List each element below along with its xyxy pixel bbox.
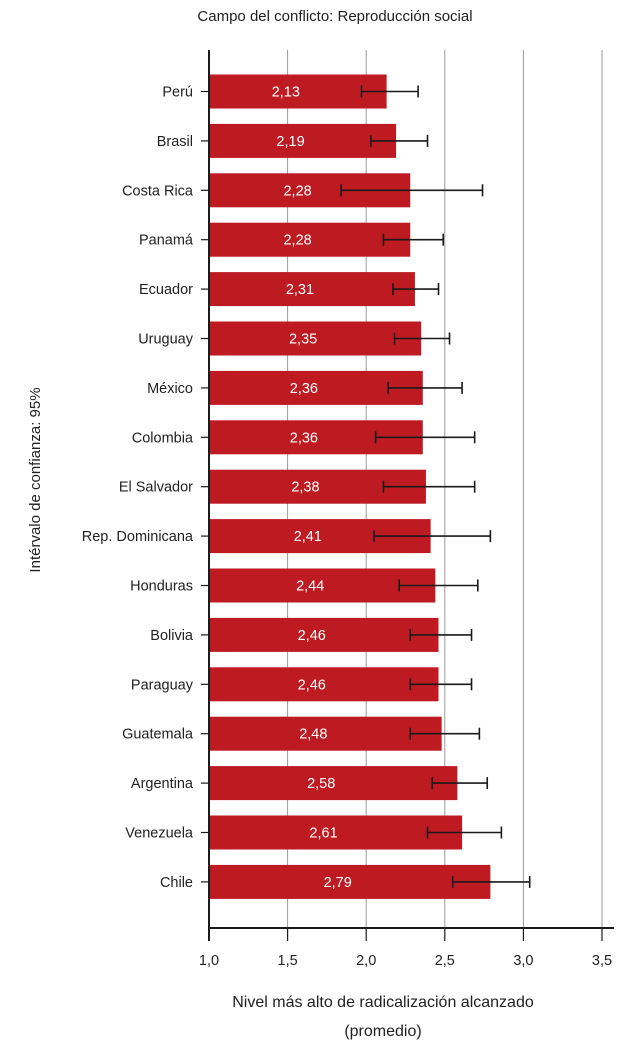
bar-value-label: 2,61 — [309, 826, 337, 842]
error-bar — [340, 184, 484, 197]
category-label: Ecuador — [139, 282, 193, 298]
bar-value-label: 2,35 — [289, 332, 317, 348]
bar-value-label: 2,48 — [299, 727, 327, 743]
bar-value-label: 2,41 — [294, 529, 322, 545]
error-bar — [387, 381, 463, 394]
x-tick-label: 3,5 — [592, 953, 612, 969]
x-axis-label-line-1: Nivel más alto de radicalización alcanza… — [232, 994, 534, 1011]
bar-value-label: 2,19 — [276, 134, 304, 150]
bar-value-label: 2,28 — [283, 183, 311, 199]
category-labels: Perú Brasil Costa Rica Panamá Ecuador Uruguay… — [82, 85, 194, 891]
error-bar — [382, 233, 445, 246]
bar — [209, 864, 491, 899]
value-labels: 2,13 2,19 2,28 2,28 2,31 2,35 2,36 2,36 2,38 2,41… — [272, 85, 352, 891]
bar-value-label: 2,46 — [298, 628, 326, 644]
error-bar — [360, 85, 419, 98]
x-axis-label-line-2: (promedio) — [344, 1023, 421, 1040]
x-tick-label: 2,0 — [356, 953, 376, 969]
bar — [209, 766, 458, 801]
error-bar — [374, 431, 476, 444]
category-label: Paraguay — [131, 677, 194, 693]
bar-value-label: 2,46 — [298, 677, 326, 693]
bar-value-label: 2,38 — [291, 480, 319, 496]
axes — [201, 50, 614, 941]
error-bar — [392, 283, 440, 296]
bar-value-label: 2,31 — [286, 282, 314, 298]
x-tick-label: 2,5 — [435, 953, 455, 969]
error-bar — [409, 727, 481, 740]
bar — [209, 321, 422, 356]
bar-value-label: 2,13 — [272, 85, 300, 101]
error-bar — [451, 875, 531, 888]
category-label: El Salvador — [119, 480, 193, 496]
bar-value-label: 2,58 — [307, 776, 335, 792]
category-label: Honduras — [130, 579, 193, 595]
bar — [209, 667, 439, 702]
error-bar — [409, 678, 473, 691]
category-label: Colombia — [132, 430, 194, 446]
x-tick-label: 1,0 — [199, 953, 219, 969]
bar-value-label: 2,44 — [296, 579, 324, 595]
category-label: Bolivia — [150, 628, 194, 644]
bar — [209, 222, 411, 257]
category-label: Perú — [162, 85, 193, 101]
chart-title: Campo del conflicto: Reproducción social — [197, 8, 472, 25]
bar-value-label: 2,36 — [290, 430, 318, 446]
category-label: Chile — [160, 875, 193, 891]
bar-value-label: 2,36 — [290, 381, 318, 397]
category-label: Guatemala — [122, 727, 194, 743]
category-label: Costa Rica — [122, 183, 194, 199]
error-bar — [398, 579, 479, 592]
bars — [209, 74, 491, 899]
error-bar — [373, 530, 492, 543]
category-label: Argentina — [131, 776, 194, 792]
bar — [209, 123, 397, 158]
category-label: Brasil — [157, 134, 193, 150]
category-label: México — [147, 381, 193, 397]
bar — [209, 370, 423, 405]
bar — [209, 568, 436, 603]
error-bar — [370, 134, 429, 147]
error-bar — [409, 628, 473, 641]
bar-value-label: 2,79 — [324, 875, 352, 891]
category-label: Venezuela — [125, 826, 194, 842]
error-bar — [382, 480, 476, 493]
bar — [209, 74, 387, 109]
error-bars — [340, 85, 531, 888]
y-axis-label: Intérvalo de confianza: 95% — [27, 387, 44, 572]
x-tick-labels: 1,0 1,5 2,0 2,5 3,0 3,5 — [199, 953, 612, 969]
category-label: Rep. Dominicana — [82, 529, 194, 545]
x-tick-label: 1,5 — [278, 953, 298, 969]
error-bar — [431, 777, 489, 790]
x-tick-label: 3,0 — [513, 953, 533, 969]
bar — [209, 617, 439, 652]
error-bar — [426, 826, 503, 839]
bar — [209, 815, 463, 850]
category-label: Panamá — [139, 233, 194, 249]
bar — [209, 716, 442, 751]
error-bar — [393, 332, 451, 345]
bar — [209, 272, 415, 307]
bar-value-label: 2,28 — [283, 233, 311, 249]
category-label: Uruguay — [138, 332, 194, 348]
